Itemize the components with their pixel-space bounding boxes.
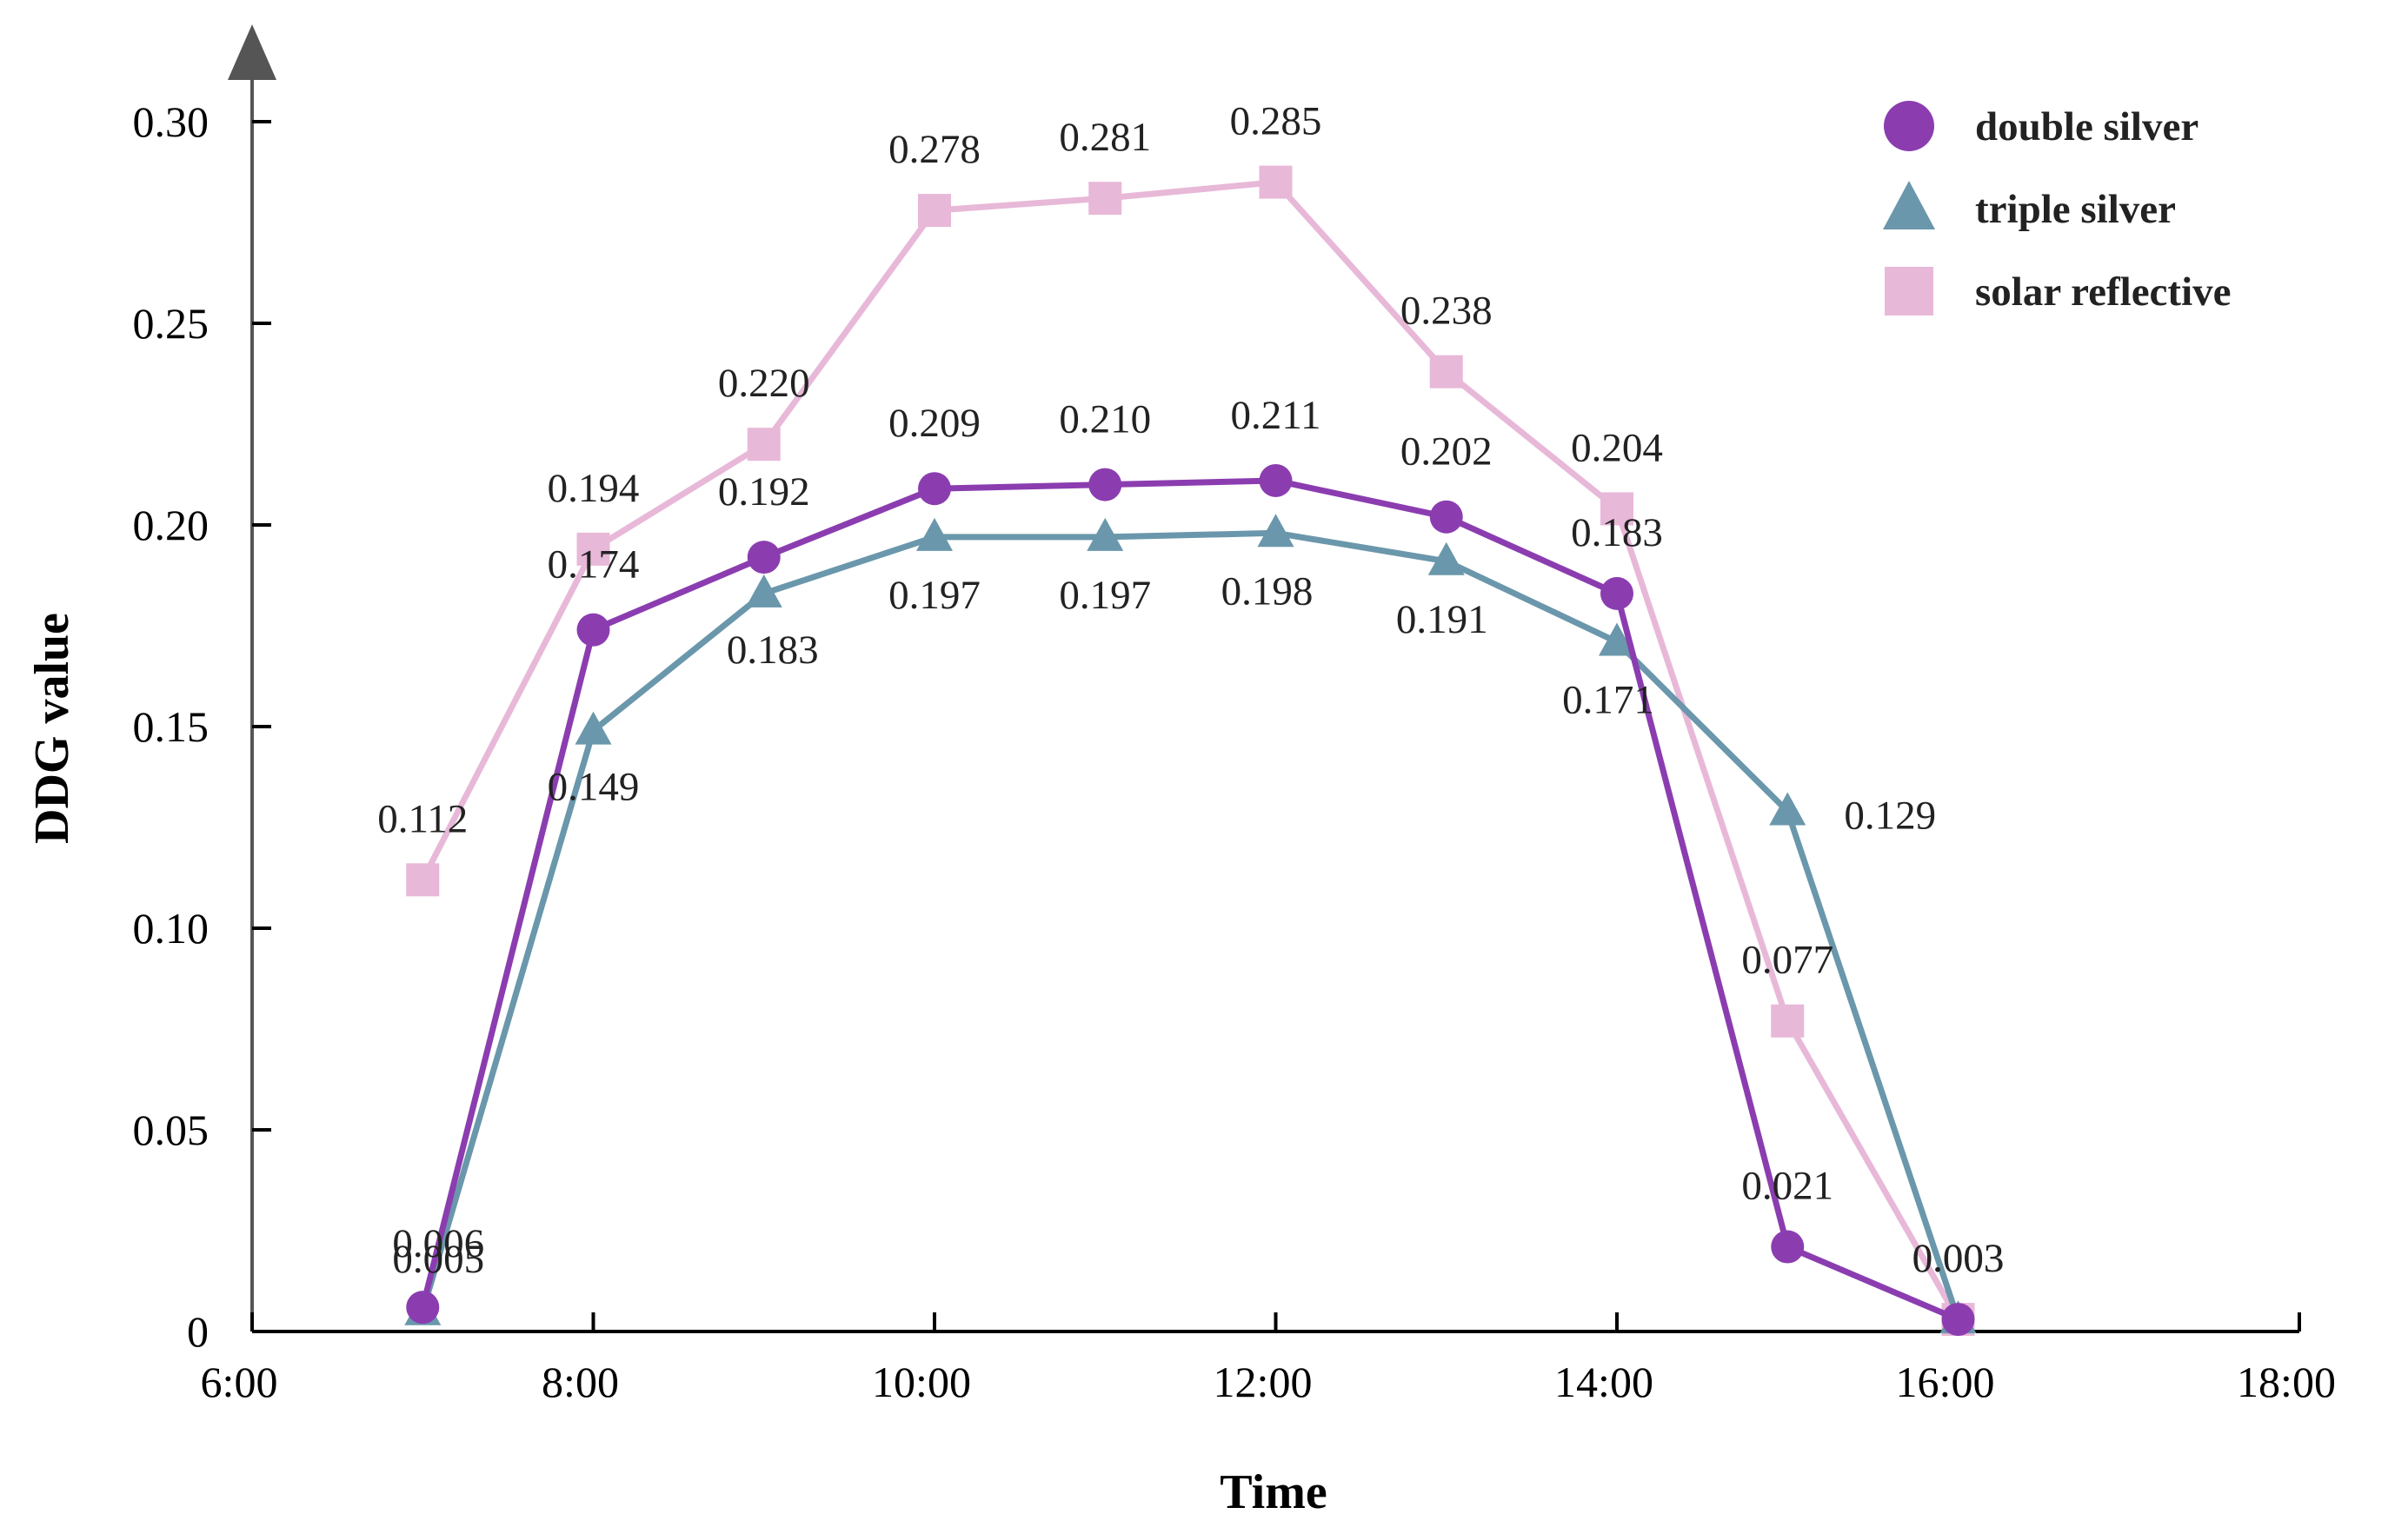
double-silver-data-label: 0.021 xyxy=(1741,1164,1833,1209)
triple-silver-data-label: 0.003 xyxy=(1912,1236,2005,1281)
triple-silver-data-label: 0.198 xyxy=(1221,568,1314,614)
double-silver-point xyxy=(1429,500,1463,534)
double-silver-point xyxy=(1259,463,1293,497)
double-silver-point xyxy=(747,541,781,574)
y-tick-label: 0.30 xyxy=(133,97,210,146)
y-tick-label: 0.15 xyxy=(133,702,210,751)
solar-reflective-data-label: 0.112 xyxy=(377,796,468,841)
triple-silver-point xyxy=(1769,792,1806,826)
x-tick-label: 18:00 xyxy=(2237,1358,2336,1406)
legend-triple-silver-label: triple silver xyxy=(1975,187,2176,232)
triple-silver-data-label: 0.197 xyxy=(888,573,981,618)
triple-silver-line xyxy=(419,529,1961,1321)
double-silver-data-label: 0.192 xyxy=(718,469,810,515)
triple-silver-point xyxy=(1257,514,1294,548)
double-silver-data-label: 0.209 xyxy=(888,401,981,446)
x-tick-label: 10:00 xyxy=(872,1358,971,1406)
solar-reflective-data-label: 0.281 xyxy=(1059,115,1151,160)
x-axis-title: Time xyxy=(1220,1465,1327,1519)
legend-double-silver-circle-icon xyxy=(1884,101,1934,151)
triple-silver-point xyxy=(1427,541,1465,575)
solar-reflective-point xyxy=(1259,165,1293,199)
double-silver-point xyxy=(1088,468,1122,501)
solar-reflective-point xyxy=(1429,355,1463,388)
double-silver-point xyxy=(576,613,610,647)
x-tick-label: 12:00 xyxy=(1214,1358,1313,1406)
y-axis-title: DDG value xyxy=(25,613,79,844)
double-silver-line xyxy=(419,477,1959,1323)
solar-reflective-data-label: 0.003 xyxy=(1912,1236,2005,1281)
double-silver-data-label: 0.183 xyxy=(1571,510,1663,555)
solar-reflective-point xyxy=(1088,182,1122,216)
y-tick-label: 0 xyxy=(187,1307,209,1356)
y-tick-label: 0.25 xyxy=(133,299,210,348)
legend-double-silver-label: double silver xyxy=(1975,104,2198,149)
solar-reflective-point xyxy=(1771,1004,1805,1038)
solar-reflective-point xyxy=(918,194,951,228)
double-silver-point xyxy=(918,472,951,506)
legend-triple-silver-triangle-icon xyxy=(1883,181,1935,229)
axes: 0 0.05 0.10 0.15 0.20 0.25 0.30 6:00 8:00 10:00 12… xyxy=(133,24,2336,1406)
double-silver-point xyxy=(1600,576,1633,610)
solar-reflective-data-label: 0.194 xyxy=(548,466,640,511)
solar-reflective-data-label: 0.204 xyxy=(1571,425,1663,470)
triple-silver-point xyxy=(745,574,782,608)
solar-reflective-point xyxy=(747,428,781,462)
triple-silver-data-label: 0.171 xyxy=(1562,678,1654,723)
triple-silver-data-label: 0.191 xyxy=(1396,597,1488,642)
double-silver-data-label: 0.211 xyxy=(1230,393,1320,438)
triple-silver-data-label: 0.005 xyxy=(392,1237,484,1282)
y-tick-label: 0.20 xyxy=(133,501,210,549)
double-silver-data-label: 0.210 xyxy=(1059,397,1151,442)
double-silver-point xyxy=(406,1291,440,1325)
x-tick-label: 16:00 xyxy=(1896,1358,1995,1406)
legend-solar-reflective-label: solar reflective xyxy=(1975,269,2231,315)
double-silver-data-label: 0.174 xyxy=(548,542,640,588)
solar-reflective-data-label: 0.285 xyxy=(1230,99,1322,144)
series-triple-silver xyxy=(404,514,1977,1334)
y-tick-label: 0.10 xyxy=(133,904,210,953)
triple-silver-data-label: 0.149 xyxy=(548,765,640,810)
y-tick-label: 0.05 xyxy=(133,1106,210,1154)
data-labels: 0.006 0.174 0.192 0.209 0.210 0.211 0.202 0.183… xyxy=(377,99,2004,1282)
triple-silver-data-label: 0.197 xyxy=(1059,573,1151,618)
legend: double silver triple silver solar reflecti… xyxy=(1883,101,2231,315)
solar-reflective-point xyxy=(576,532,610,566)
triple-silver-point xyxy=(575,711,612,745)
x-tick-label: 6:00 xyxy=(201,1358,278,1406)
triple-silver-data-label: 0.183 xyxy=(727,628,819,673)
double-silver-point xyxy=(1771,1230,1805,1264)
solar-reflective-point xyxy=(406,863,440,897)
x-tick-label: 8:00 xyxy=(542,1358,619,1406)
solar-reflective-point xyxy=(1600,492,1633,526)
series-solar-reflective xyxy=(406,165,1975,1337)
series-double-silver xyxy=(406,463,1975,1337)
triple-silver-point xyxy=(916,517,953,551)
y-axis-arrow-icon xyxy=(228,24,276,80)
solar-reflective-line xyxy=(420,179,1961,1321)
solar-reflective-data-label: 0.238 xyxy=(1400,289,1493,334)
solar-reflective-data-label: 0.077 xyxy=(1741,938,1833,983)
triple-silver-point xyxy=(1087,517,1124,551)
solar-reflective-data-label: 0.278 xyxy=(888,127,981,172)
legend-solar-reflective-square-icon xyxy=(1885,267,1933,315)
triple-silver-point xyxy=(1599,622,1635,656)
x-tick-label: 14:00 xyxy=(1554,1358,1653,1406)
solar-reflective-data-label: 0.220 xyxy=(718,361,810,406)
double-silver-data-label: 0.202 xyxy=(1400,429,1493,475)
double-silver-data-label: 0.006 xyxy=(392,1221,484,1266)
triple-silver-data-label: 0.129 xyxy=(1844,793,1936,838)
double-silver-point xyxy=(1941,1303,1975,1337)
